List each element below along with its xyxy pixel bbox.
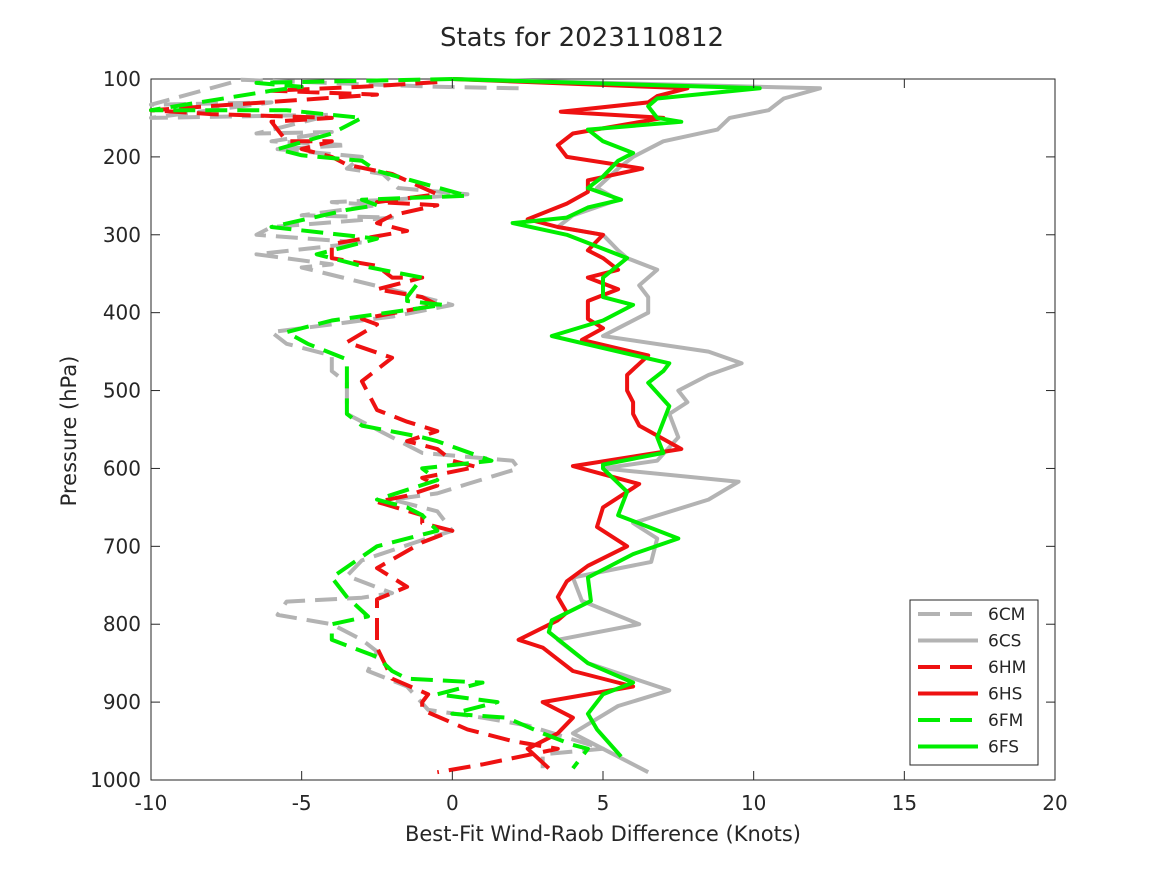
x-tick-label: -5: [292, 791, 312, 815]
y-axis-label: Pressure (hPa): [57, 356, 81, 507]
legend-label-6fs: 6FS: [988, 738, 1019, 758]
series-layer: [149, 77, 822, 775]
y-tick-label: 200: [103, 145, 141, 169]
y-tick-label: 800: [103, 612, 141, 636]
y-tick-label: 900: [103, 690, 141, 714]
x-tick-label: 5: [597, 791, 610, 815]
legend-label-6fm: 6FM: [988, 711, 1023, 731]
y-tick-label: 600: [103, 456, 141, 480]
series-6cs-line: [452, 77, 822, 774]
legend-label-6hs: 6HS: [988, 685, 1022, 705]
y-tick-label: 300: [103, 223, 141, 247]
legend-label-6cs: 6CS: [988, 632, 1021, 652]
y-tick-label: 500: [103, 379, 141, 403]
series-6fs-line: [452, 77, 762, 758]
x-tick-label: 15: [892, 791, 917, 815]
series-6fm-line: [149, 77, 590, 770]
chart-title: Stats for 2023110812: [440, 23, 724, 53]
y-tick-label: 700: [103, 534, 141, 558]
x-tick-label: 10: [741, 791, 766, 815]
legend-label-6cm: 6CM: [988, 605, 1025, 625]
y-tick-label: 100: [103, 67, 141, 91]
x-tick-label: 0: [446, 791, 459, 815]
legend-label-6hm: 6HM: [988, 658, 1026, 678]
plot-area: [150, 78, 1056, 781]
legend: 6CM 6CS 6HM 6HS 6FM 6FS: [909, 599, 1039, 766]
y-tick-label: 1000: [90, 768, 141, 792]
series-6hs-line: [452, 77, 690, 770]
series-6hm-line: [149, 80, 560, 775]
legend-box: [909, 599, 1039, 766]
x-tick-label: -10: [135, 791, 168, 815]
x-tick-label: 20: [1042, 791, 1067, 815]
y-tick-label: 400: [103, 301, 141, 325]
tick-layer: -10 -5 0 5 10 15 20 100 200 300 400 500 600 700 800 900…: [90, 67, 1068, 815]
x-axis-label: Best-Fit Wind-Raob Difference (Knots): [405, 822, 801, 846]
